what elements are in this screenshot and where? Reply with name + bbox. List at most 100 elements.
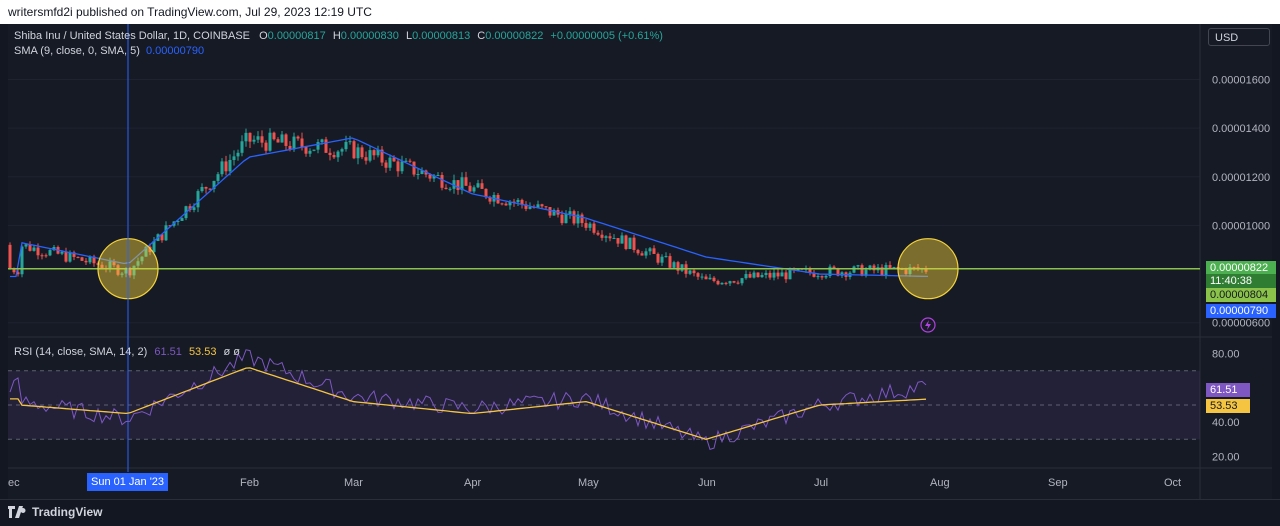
- candle-body: [208, 188, 212, 190]
- candle-body: [860, 265, 864, 276]
- crosshair-date-tag: Sun 01 Jan '23: [87, 473, 169, 491]
- candle-body: [400, 161, 404, 172]
- price-tick-label: 0.00001600: [1212, 74, 1270, 86]
- currency-button[interactable]: USD: [1208, 28, 1270, 46]
- candle-body: [668, 256, 672, 268]
- lightning-glyph: [925, 320, 931, 330]
- candle-body: [740, 278, 744, 284]
- candle-body: [696, 273, 700, 277]
- candle-body: [28, 244, 32, 251]
- open-label: O: [259, 30, 268, 42]
- candle-body: [456, 180, 460, 191]
- candle-body: [336, 151, 340, 158]
- highlight-circle-right[interactable]: [897, 238, 959, 300]
- candle-body: [60, 251, 64, 254]
- candle-body: [308, 150, 312, 154]
- low-label: L: [405, 30, 413, 42]
- candle-body: [112, 261, 116, 266]
- candle-body: [108, 261, 112, 269]
- candle-body: [836, 268, 840, 276]
- candle-body: [232, 156, 236, 160]
- candle-body: [516, 199, 520, 203]
- candle-body: [652, 248, 656, 254]
- rsi-value: 61.51: [154, 346, 182, 358]
- candle-body: [640, 253, 644, 256]
- rsi-tick-label: 40.00: [1212, 417, 1240, 429]
- candle-body: [376, 149, 380, 156]
- candle-body: [508, 201, 512, 206]
- lightning-icon[interactable]: [920, 317, 936, 333]
- candle-body: [784, 272, 788, 280]
- candle-body: [248, 132, 252, 142]
- candle-body: [432, 175, 436, 179]
- candle-body: [688, 270, 692, 274]
- candle-body: [132, 265, 136, 276]
- candle-body: [584, 223, 588, 228]
- price-tick-label: 0.00000600: [1212, 318, 1270, 330]
- candle-body: [872, 265, 876, 271]
- candle-body: [912, 267, 916, 269]
- candle-body: [92, 256, 96, 264]
- candle-body: [660, 256, 664, 263]
- candle-body: [364, 157, 368, 161]
- candle-body: [84, 260, 88, 263]
- price-tick-label: 0.00001000: [1212, 220, 1270, 232]
- candle-body: [304, 146, 308, 154]
- candle-body: [384, 162, 388, 168]
- candle-body: [120, 273, 124, 275]
- candle-body: [808, 268, 812, 273]
- candle-body: [536, 204, 540, 208]
- candle-body: [656, 253, 660, 263]
- candle-body: [392, 157, 396, 162]
- candle-body: [388, 157, 392, 168]
- close-price-tag: 0.00000822: [1206, 261, 1276, 275]
- time-tick-label: Aug: [930, 477, 950, 489]
- candle-body: [592, 223, 596, 233]
- time-tick-label: Oct: [1164, 477, 1181, 489]
- candle-body: [464, 177, 468, 186]
- candle-body: [600, 234, 604, 238]
- candle-body: [692, 270, 696, 274]
- candle-body: [212, 180, 216, 190]
- candle-body: [188, 206, 192, 210]
- candle-body: [732, 281, 736, 283]
- candle-body: [908, 267, 912, 275]
- candle-body: [716, 281, 720, 285]
- low-value: 0.00000813: [412, 30, 471, 42]
- price-axis[interactable]: 0.00001600 0.00001400 0.00001200 0.00001000…: [1212, 74, 1270, 329]
- candle-body: [180, 218, 184, 221]
- candle-body: [88, 256, 92, 263]
- candle-body: [588, 223, 592, 228]
- candle-body: [340, 149, 344, 152]
- rsi-tag: 61.51: [1206, 383, 1250, 397]
- candle-body: [636, 249, 640, 254]
- close-label: C: [477, 30, 486, 42]
- close-value: 0.00000822: [485, 30, 544, 42]
- tradingview-logo[interactable]: TradingView: [8, 504, 102, 520]
- candle-body: [728, 281, 732, 284]
- candle-body: [256, 136, 260, 140]
- sma-line: [10, 137, 929, 278]
- candle-body: [484, 188, 488, 198]
- candle-body: [292, 136, 296, 150]
- candle-body: [644, 251, 648, 256]
- candle-body: [604, 236, 608, 238]
- candle-body: [332, 155, 336, 158]
- candle-body: [824, 275, 828, 278]
- time-tick-label: Mar: [344, 477, 363, 489]
- candle-body: [444, 187, 448, 189]
- candle-body: [144, 246, 148, 257]
- candle-body: [408, 160, 412, 162]
- candle-body: [576, 214, 580, 224]
- price-tick-label: 0.00001200: [1212, 172, 1270, 184]
- candle-body: [80, 257, 84, 261]
- candle-body: [328, 152, 332, 156]
- time-axis[interactable]: ec Feb Mar Apr May Jun Jul Aug Sep Oct: [8, 477, 1181, 489]
- rsi-axis[interactable]: 80.00 40.00 20.00: [1212, 349, 1240, 464]
- brand-name: TradingView: [32, 505, 103, 519]
- candle-body: [176, 220, 180, 222]
- candle-body: [372, 150, 376, 156]
- candle-body: [140, 256, 144, 262]
- rsi-band: [8, 370, 1200, 440]
